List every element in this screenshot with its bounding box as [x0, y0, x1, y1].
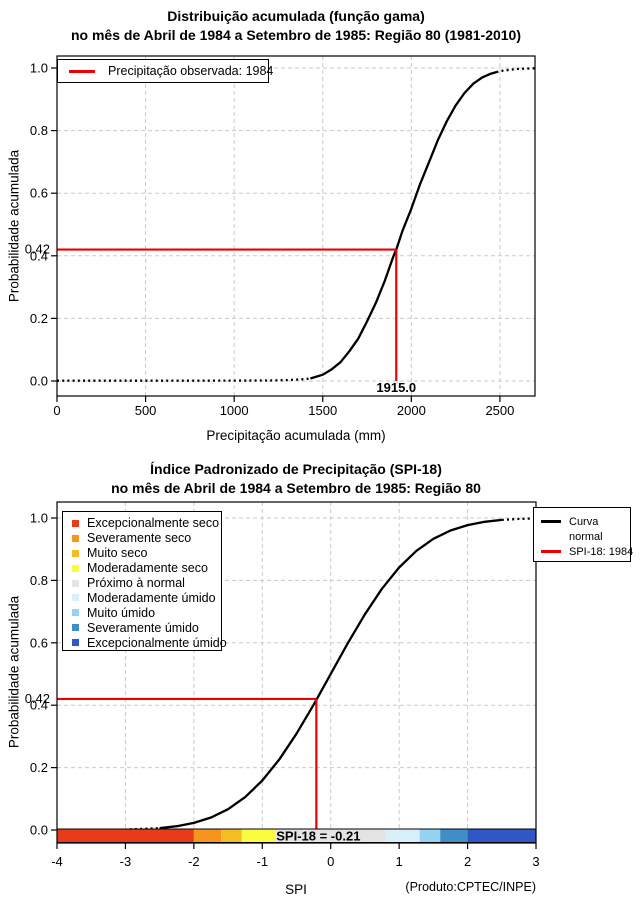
x-tick-label: -3 — [120, 854, 132, 869]
category-label: Muito úmido — [87, 605, 156, 620]
y-tick-label: 0.0 — [30, 823, 48, 838]
red-line-sample — [69, 69, 95, 73]
spi-legend-label: SPI-18: 1984 — [569, 545, 634, 558]
plot-box — [56, 501, 537, 844]
curva-label-line2: normal — [569, 530, 603, 543]
cdf-curve — [159, 518, 502, 830]
series-legend-row: normal — [534, 529, 630, 544]
category-legend-item: Moderadamente úmido — [63, 590, 221, 605]
category-color-swatch — [72, 639, 79, 647]
category-legend-item: Excepcionalmente úmido — [63, 635, 227, 650]
x-tick-label: 2500 — [485, 403, 514, 418]
chart2-x-axis-label: SPI — [285, 882, 307, 897]
spi-colorbar-segment — [467, 829, 536, 843]
category-legend-item: Excepcionalmente seco — [63, 516, 221, 531]
plot-box — [56, 55, 536, 397]
chart2-title: Índice Padronizado de Precipitação (SPI-… — [150, 461, 442, 477]
x-tick-label: -2 — [188, 854, 200, 869]
chart2-category-legend: Excepcionalmente seco Severamente seco Mui… — [62, 511, 227, 651]
cdf-curve — [496, 67, 536, 74]
x-tick-label: 3 — [532, 854, 539, 869]
y-tick-label: 1.0 — [30, 61, 48, 76]
x-tick-label: 0 — [327, 854, 334, 869]
chart1-legend: Precipitação observada: 1984 — [57, 59, 273, 83]
category-label: Próximo à normal — [87, 576, 185, 590]
spi-colorbar-segment — [419, 829, 441, 843]
category-legend-item: Severamente úmido — [63, 620, 221, 635]
category-legend-item: Próximo à normal — [63, 576, 221, 591]
category-label: Moderadamente seco — [87, 561, 208, 576]
y-tick-label: 0.6 — [30, 186, 48, 201]
chart1-legend-label: Precipitação observada: 1984 — [108, 64, 274, 78]
red-line-sample — [541, 550, 561, 553]
black-line-sample — [541, 520, 561, 523]
category-color-swatch — [72, 624, 79, 632]
x-tick-label: 0 — [53, 403, 60, 418]
y-tick-label: 0.4 — [30, 248, 48, 263]
x-tick-label: 2 — [464, 854, 471, 869]
y-tick-label: 0.6 — [30, 635, 48, 650]
curva-label-line1: Curva — [569, 515, 599, 528]
x-tick-label: -1 — [257, 854, 269, 869]
x-tick-label: 1500 — [308, 403, 337, 418]
cdf-curve — [57, 377, 311, 382]
spi-colorbar-segment — [275, 829, 386, 843]
category-legend-item: Moderadamente seco — [63, 561, 221, 576]
spi-colorbar-segment — [241, 829, 276, 843]
series-legend-row: Curva — [534, 514, 630, 529]
x-tick-label: 500 — [135, 403, 157, 418]
category-legend-item: Muito seco — [63, 546, 221, 561]
y-tick-label: 0.0 — [30, 374, 48, 389]
chart1-x-axis-label: Precipitação acumulada (mm) — [206, 428, 386, 443]
category-label: Moderadamente úmido — [87, 590, 216, 605]
y-tick-label: 1.0 — [30, 511, 48, 526]
chart2-series-legend: Curva normal SPI-18: 1984 — [533, 507, 634, 562]
x-tick-label: 1 — [396, 854, 403, 869]
special-y-tick-label: 0.42 — [25, 242, 50, 257]
category-color-swatch — [72, 609, 79, 617]
spi-colorbar-segment — [385, 829, 420, 843]
chart2-subtitle: no mês de Abril de 1984 a Setembro de 19… — [111, 480, 481, 496]
category-label: Excepcionalmente úmido — [87, 635, 227, 650]
x-tick-label: -4 — [51, 854, 63, 869]
spi-colorbar-segment — [440, 829, 468, 843]
category-color-swatch — [72, 594, 79, 602]
spi-colorbar-segment — [221, 829, 242, 843]
chart1-y-axis-label: Probabilidade acumulada — [6, 149, 22, 303]
category-label: Severamente seco — [87, 531, 192, 546]
category-color-swatch — [72, 534, 79, 542]
y-tick-label: 0.4 — [30, 698, 48, 713]
reference-value-label: 1915.0 — [376, 380, 416, 395]
category-color-swatch — [72, 579, 79, 587]
category-color-swatch — [72, 549, 79, 557]
series-legend-row: SPI-18: 1984 — [534, 544, 634, 559]
spi-colorbar-segment — [57, 829, 194, 843]
chart1-subtitle: no mês de Abril de 1984 a Setembro de 19… — [70, 27, 522, 43]
y-tick-label: 0.8 — [30, 123, 48, 138]
x-tick-label: 2000 — [397, 403, 426, 418]
y-tick-label: 0.8 — [30, 573, 48, 588]
cdf-curve — [501, 517, 537, 522]
category-legend-item: Severamente seco — [63, 531, 221, 546]
reference-value-label: SPI-18 = -0.21 — [276, 829, 360, 844]
chart2-y-axis-label: Probabilidade acumulada — [6, 595, 22, 749]
cdf-curve — [310, 70, 497, 380]
y-tick-label: 0.2 — [30, 760, 48, 775]
x-tick-label: 1000 — [220, 403, 249, 418]
product-credit: (Produto:CPTEC/INPE) — [405, 880, 536, 894]
chart1-title: Distribuição acumulada (função gama) — [167, 8, 425, 24]
category-legend-item: Muito úmido — [63, 605, 221, 620]
spi-colorbar-segment — [193, 829, 222, 843]
special-y-tick-label: 0.42 — [25, 691, 50, 706]
category-color-swatch — [72, 519, 79, 527]
category-label: Excepcionalmente seco — [87, 516, 220, 531]
category-label: Severamente úmido — [87, 620, 199, 635]
y-tick-label: 0.2 — [30, 311, 48, 326]
category-color-swatch — [72, 564, 79, 572]
category-label: Muito seco — [87, 546, 148, 561]
